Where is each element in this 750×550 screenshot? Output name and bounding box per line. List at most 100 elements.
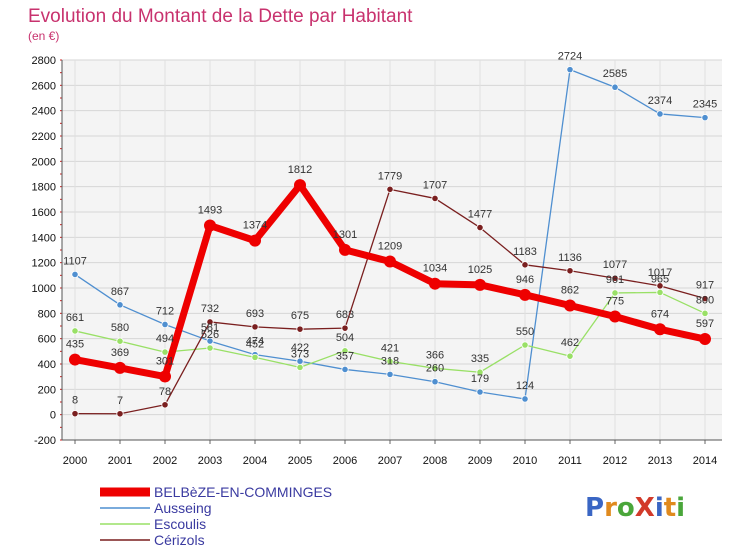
- data-point: [474, 278, 486, 291]
- x-tick-label: 2006: [333, 455, 357, 467]
- data-label: 550: [516, 326, 534, 338]
- data-label: 1077: [603, 259, 627, 271]
- data-label: 369: [111, 347, 129, 359]
- y-tick-label: 600: [38, 334, 56, 346]
- data-point: [296, 325, 304, 333]
- legend-label-0: BELBèZE-EN-COMMINGES: [154, 484, 332, 500]
- data-point: [476, 223, 484, 232]
- y-tick-label: 2800: [32, 55, 56, 67]
- data-point: [656, 282, 664, 290]
- data-label: 366: [426, 349, 444, 361]
- data-label: 675: [291, 310, 309, 322]
- data-label: 7: [117, 395, 123, 407]
- data-point: [386, 185, 394, 193]
- data-label: 800: [696, 294, 714, 306]
- data-point: [384, 255, 396, 268]
- data-point: [519, 288, 531, 301]
- data-point: [116, 337, 124, 345]
- data-label: 474: [246, 336, 264, 348]
- y-tick-label: 0: [50, 410, 56, 422]
- data-point: [71, 270, 79, 279]
- data-point: [476, 388, 484, 396]
- data-label: 373: [291, 348, 309, 360]
- data-label: 597: [696, 318, 714, 330]
- proxiti-logo: ProXiti: [585, 493, 685, 523]
- data-point: [566, 66, 574, 74]
- y-tick-label: 2600: [32, 80, 56, 92]
- data-point: [206, 344, 214, 352]
- data-point: [656, 288, 664, 297]
- x-tick-label: 2002: [153, 455, 177, 467]
- data-point: [71, 410, 79, 418]
- data-label: 2345: [693, 99, 717, 111]
- x-tick-label: 2000: [63, 455, 87, 467]
- legend-label-3: Cérizols: [154, 532, 205, 548]
- data-label: 357: [336, 350, 354, 362]
- data-label: 1493: [198, 205, 222, 217]
- data-label: 260: [426, 363, 444, 375]
- x-tick-label: 2001: [108, 455, 132, 467]
- data-point: [521, 341, 529, 349]
- data-label: 1107: [63, 255, 87, 267]
- x-tick-label: 2012: [603, 455, 627, 467]
- data-label: 867: [111, 286, 129, 298]
- x-tick-label: 2011: [558, 455, 582, 467]
- data-label: 452: [246, 338, 264, 350]
- data-label: 1183: [513, 246, 537, 258]
- data-point: [701, 294, 709, 303]
- data-label: 917: [696, 280, 714, 292]
- data-label: 462: [561, 337, 579, 349]
- data-point: [521, 261, 529, 269]
- data-label: 2374: [648, 95, 672, 107]
- data-label: 1707: [423, 179, 447, 191]
- data-label: 179: [471, 373, 489, 385]
- data-point: [341, 365, 349, 374]
- data-label: 422: [291, 342, 309, 354]
- data-label: 494: [156, 333, 174, 345]
- data-point: [699, 333, 711, 346]
- data-label: 435: [66, 339, 84, 351]
- data-label: 732: [201, 303, 219, 315]
- data-point: [564, 299, 576, 312]
- data-label: 674: [651, 308, 669, 320]
- data-label: 580: [111, 322, 129, 334]
- x-tick-label: 2007: [378, 455, 402, 467]
- data-label: 693: [246, 308, 264, 320]
- data-label: 965: [651, 273, 669, 285]
- data-point: [341, 324, 349, 332]
- data-point: [161, 320, 169, 329]
- data-point: [296, 363, 304, 372]
- data-point: [386, 357, 394, 365]
- y-tick-label: -200: [34, 435, 56, 447]
- data-label: 301: [156, 356, 174, 368]
- data-point: [431, 364, 439, 372]
- data-label: 124: [516, 380, 534, 392]
- data-label: 1812: [288, 164, 312, 176]
- data-point: [251, 323, 259, 331]
- data-label: 862: [561, 284, 579, 296]
- data-point: [701, 309, 709, 317]
- y-tick-label: 1200: [32, 258, 56, 270]
- data-label: 683: [336, 309, 354, 321]
- data-point: [611, 274, 619, 282]
- data-point: [431, 378, 439, 386]
- data-label: 946: [516, 274, 534, 286]
- y-tick-label: 2000: [32, 156, 56, 168]
- chart-title: Evolution du Montant de la Dette par Hab…: [28, 6, 413, 27]
- data-label: 1477: [468, 209, 492, 221]
- y-tick-label: 200: [38, 384, 56, 396]
- data-point: [339, 243, 351, 256]
- data-label: 1136: [558, 252, 582, 264]
- y-tick-label: 1000: [32, 283, 56, 295]
- y-tick-label: 1400: [32, 232, 56, 244]
- data-point: [654, 323, 666, 336]
- data-label: 8: [72, 395, 78, 407]
- data-point: [476, 368, 484, 376]
- data-label: 2585: [603, 68, 627, 80]
- y-tick-label: 2200: [32, 131, 56, 143]
- data-point: [294, 179, 306, 192]
- data-label: 526: [201, 329, 219, 341]
- data-point: [206, 318, 214, 326]
- x-tick-label: 2014: [693, 455, 717, 467]
